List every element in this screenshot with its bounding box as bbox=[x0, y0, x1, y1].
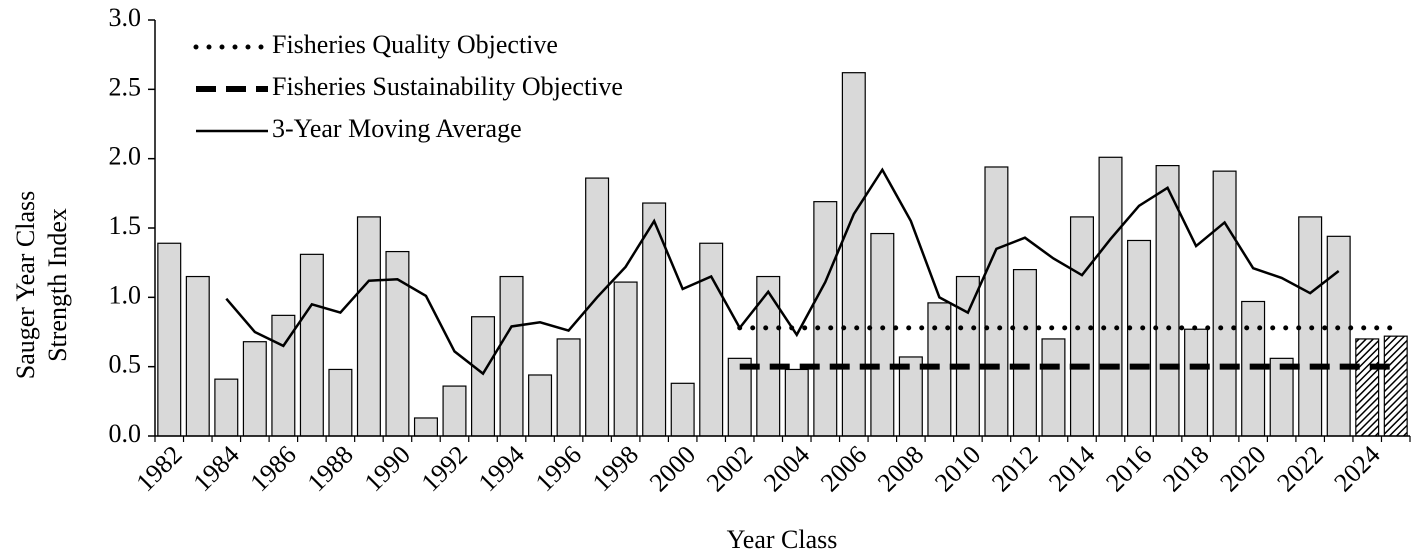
x-tick-label: 2006 bbox=[815, 440, 872, 497]
bar bbox=[1212, 170, 1237, 437]
bar bbox=[185, 275, 210, 437]
bar bbox=[471, 316, 496, 437]
bar bbox=[1041, 338, 1066, 437]
y-axis-title: Sauger Year Class bbox=[11, 191, 40, 380]
bar bbox=[299, 253, 324, 437]
bar bbox=[157, 242, 182, 437]
bar bbox=[727, 357, 752, 437]
bar bbox=[699, 242, 724, 437]
bar bbox=[413, 417, 438, 437]
bar bbox=[499, 275, 524, 437]
bar bbox=[670, 382, 695, 437]
x-tick-label: 1990 bbox=[359, 440, 416, 497]
legend-label: Fisheries Sustainability Objective bbox=[272, 72, 623, 101]
bar bbox=[1184, 328, 1209, 437]
x-tick-label: 1998 bbox=[587, 440, 644, 497]
x-tick-label: 1984 bbox=[187, 440, 244, 497]
y-tick-label: 1.5 bbox=[109, 211, 142, 240]
y-axis-title: Strength Index bbox=[43, 208, 72, 362]
legend-label: 3-Year Moving Average bbox=[272, 114, 522, 143]
bar bbox=[813, 201, 838, 437]
y-tick-label: 3.0 bbox=[109, 3, 142, 32]
x-tick-label: 1994 bbox=[473, 440, 530, 497]
bar bbox=[1355, 338, 1380, 437]
line-series bbox=[225, 167, 1340, 376]
y-tick-label: 0.5 bbox=[109, 350, 142, 379]
x-tick-label: 2000 bbox=[644, 440, 701, 497]
x-tick-label: 2010 bbox=[929, 440, 986, 497]
bar bbox=[528, 374, 553, 437]
bar bbox=[613, 281, 638, 437]
x-tick-label: 1992 bbox=[416, 440, 473, 497]
x-tick-label: 2020 bbox=[1214, 440, 1271, 497]
bar bbox=[356, 216, 381, 437]
bar bbox=[1269, 357, 1294, 437]
x-axis-title: Year Class bbox=[727, 525, 838, 554]
bar bbox=[1098, 156, 1123, 437]
x-tick-label: 2014 bbox=[1043, 440, 1100, 497]
bar bbox=[328, 368, 353, 437]
y-tick-label: 0.0 bbox=[109, 419, 142, 448]
bar bbox=[841, 72, 866, 437]
x-tick-label: 1988 bbox=[302, 440, 359, 497]
x-tick-label: 1982 bbox=[130, 440, 187, 497]
x-tick-label: 2002 bbox=[701, 440, 758, 497]
x-tick-label: 2024 bbox=[1328, 440, 1385, 497]
y-tick-label: 2.5 bbox=[109, 72, 142, 101]
bar bbox=[984, 166, 1009, 437]
x-tick-label: 2022 bbox=[1271, 440, 1328, 497]
y-tick-label: 1.0 bbox=[109, 280, 142, 309]
bar bbox=[242, 341, 267, 437]
x-tick-label: 1996 bbox=[530, 440, 587, 497]
x-tick-label: 1986 bbox=[245, 440, 302, 497]
x-tick-label: 2018 bbox=[1157, 440, 1214, 497]
x-tick-label: 2008 bbox=[872, 440, 929, 497]
x-tick-label: 2016 bbox=[1100, 440, 1157, 497]
bar bbox=[1012, 269, 1037, 437]
y-tick-label: 2.0 bbox=[109, 142, 142, 171]
bar bbox=[556, 338, 581, 437]
bar bbox=[1127, 239, 1152, 437]
x-tick-label: 2004 bbox=[758, 440, 815, 497]
bar bbox=[214, 378, 239, 437]
legend-label: Fisheries Quality Objective bbox=[272, 30, 558, 59]
x-tick-label: 2012 bbox=[986, 440, 1043, 497]
bar bbox=[870, 232, 895, 437]
bar bbox=[955, 275, 980, 437]
bar bbox=[784, 368, 809, 437]
bar bbox=[1326, 235, 1351, 437]
bar bbox=[1383, 335, 1408, 437]
bar bbox=[442, 385, 467, 437]
